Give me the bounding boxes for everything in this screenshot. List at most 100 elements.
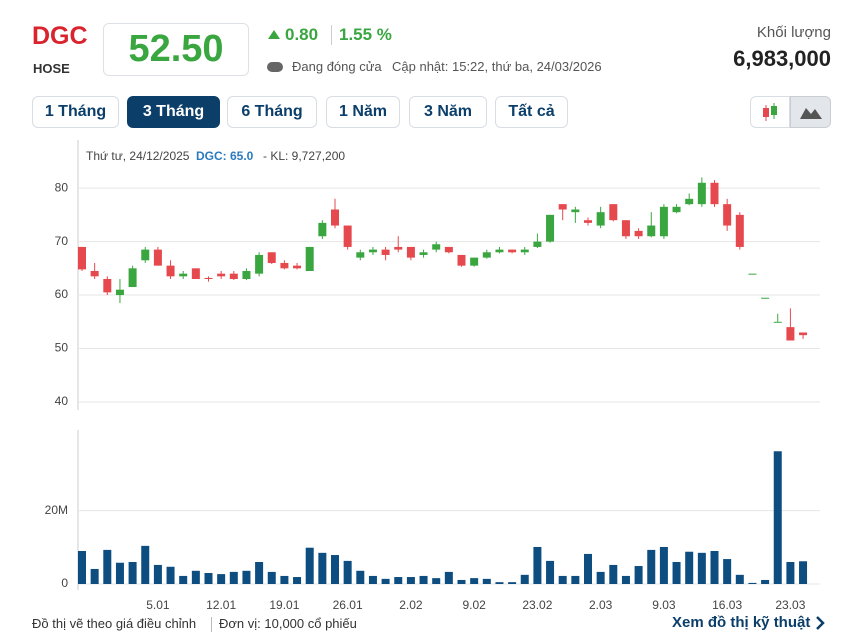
- candle-body: [558, 204, 567, 210]
- volume-bar: [735, 574, 744, 584]
- volume-bar: [356, 570, 365, 584]
- volume-bar: [166, 566, 175, 584]
- x-tick-label: 26.01: [333, 598, 363, 612]
- candle-body: [242, 270, 251, 280]
- volume-bar: [723, 559, 732, 584]
- volume-bar: [672, 562, 681, 584]
- candle-body: [533, 241, 542, 247]
- footer-unit: Đơn vị: 10,000 cổ phiếu: [219, 616, 357, 631]
- candle-body: [444, 246, 453, 253]
- volume-bar: [786, 562, 795, 584]
- volume-bar: [406, 577, 415, 584]
- separator: [331, 25, 332, 45]
- volume-bar: [685, 551, 694, 584]
- candle-body: [482, 252, 491, 258]
- x-tick-label: 19.01: [269, 598, 299, 612]
- volume-bar: [343, 560, 352, 584]
- volume-bar: [103, 549, 112, 584]
- candle-body: [546, 214, 555, 242]
- annotation-volume: - KL: 9,727,200: [263, 149, 345, 163]
- candle-body: [647, 225, 656, 237]
- technical-link[interactable]: Xem đồ thị kỹ thuật: [672, 614, 830, 631]
- exchange: HOSE: [33, 61, 70, 76]
- tab[interactable]: 6 Tháng: [227, 96, 317, 128]
- candle-body: [470, 257, 479, 266]
- volume-bar: [394, 577, 403, 584]
- area-view-button[interactable]: [790, 96, 831, 128]
- volume-bar: [305, 547, 314, 584]
- tab[interactable]: 3 Năm: [409, 96, 487, 128]
- candle-body: [495, 249, 504, 253]
- x-tick-label: 23.02: [522, 598, 552, 612]
- volume-bar: [748, 582, 757, 584]
- footer-note: Đồ thị vẽ theo giá điều chỉnh: [32, 616, 197, 631]
- candle-body: [153, 249, 162, 266]
- x-tick-label: 23.03: [775, 598, 805, 612]
- volume-bar: [470, 578, 479, 584]
- tab[interactable]: 1 Năm: [326, 96, 400, 128]
- candle-body: [508, 249, 517, 253]
- tab[interactable]: Tất cả: [495, 96, 568, 128]
- volume-label: Khối lượng: [756, 24, 831, 41]
- volume-bar: [381, 578, 390, 584]
- link-text: Xem đồ thị kỹ thuật: [672, 614, 811, 631]
- volume-bar: [419, 575, 428, 584]
- candle-body: [735, 214, 744, 247]
- y-tick-label: 80: [55, 180, 69, 194]
- volume-bar: [546, 560, 555, 584]
- volume-bar: [571, 575, 580, 584]
- tab[interactable]: 1 Tháng: [32, 96, 119, 128]
- volume-bar: [584, 553, 592, 584]
- candle-body: [103, 279, 112, 293]
- candle-body: [331, 209, 339, 226]
- volume-bar: [229, 571, 238, 584]
- candle-body: [229, 273, 238, 280]
- symbol: DGC: [32, 22, 88, 50]
- y-tick-label: 60: [55, 287, 69, 301]
- volume-bar: [710, 551, 719, 584]
- candle-body: [217, 273, 226, 277]
- candle-body: [179, 273, 188, 277]
- updated: Cập nhật: 15:22, thứ ba, 24/03/2026: [392, 59, 602, 74]
- candle-body: [305, 246, 314, 271]
- volume-bar: [659, 546, 668, 584]
- up-arrow: [268, 30, 280, 39]
- tab-active[interactable]: 3 Tháng: [127, 96, 220, 128]
- candle-body: [571, 209, 580, 213]
- volume-bar: [482, 578, 491, 584]
- volume-bar: [647, 549, 656, 584]
- separator: [211, 617, 212, 632]
- candle-body: [191, 268, 200, 280]
- volume: 6,983,000: [733, 46, 831, 71]
- candle-body: [685, 198, 694, 205]
- candle-body: [584, 220, 592, 223]
- candle-body: [748, 273, 757, 275]
- candle-body: [723, 204, 732, 226]
- volume-bar: [761, 579, 770, 584]
- volume-bar: [191, 570, 200, 584]
- candle-view-button[interactable]: [750, 96, 790, 128]
- candle-body: [115, 289, 124, 296]
- candle-body: [78, 246, 86, 270]
- volume-bar: [280, 575, 289, 584]
- change-pct: 1.55 %: [339, 25, 392, 44]
- candle-body: [381, 249, 390, 255]
- candle-body: [255, 254, 264, 274]
- volume-bar: [520, 574, 529, 584]
- price: 52.50: [103, 23, 249, 76]
- volume-bar: [179, 575, 188, 584]
- candle-body: [267, 252, 276, 263]
- volume-bar: [432, 578, 441, 584]
- candle-body: [761, 297, 770, 299]
- annotation-date: Thứ tư, 24/12/2025: [86, 149, 190, 163]
- status: Đang đóng cửa: [292, 59, 382, 74]
- status-dot: [267, 62, 283, 72]
- candle-body: [621, 220, 630, 237]
- candle-body: [343, 225, 352, 247]
- candle-body: [394, 246, 403, 250]
- candle-body: [634, 230, 643, 237]
- volume-bar: [697, 552, 706, 584]
- candle-body: [280, 262, 289, 269]
- candle-body: [520, 249, 529, 253]
